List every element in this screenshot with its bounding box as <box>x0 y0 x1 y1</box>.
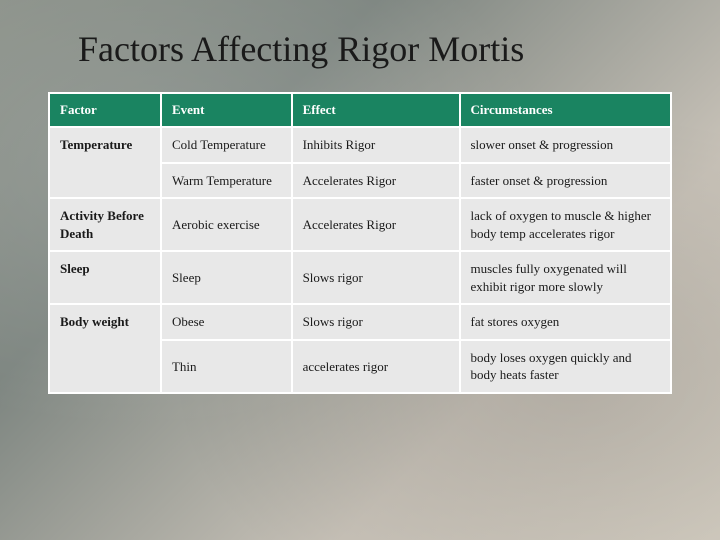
table-row: Temperature Cold Temperature Inhibits Ri… <box>49 127 671 163</box>
cell-effect: Slows rigor <box>292 304 460 340</box>
cell-effect: Accelerates Rigor <box>292 198 460 251</box>
cell-circ: fat stores oxygen <box>460 304 672 340</box>
cell-effect: Inhibits Rigor <box>292 127 460 163</box>
factors-table: Factor Event Effect Circumstances Temper… <box>48 92 672 394</box>
cell-effect: accelerates rigor <box>292 340 460 393</box>
cell-circ: muscles fully oxygenated will exhibit ri… <box>460 251 672 304</box>
cell-circ: lack of oxygen to muscle & higher body t… <box>460 198 672 251</box>
cell-event: Cold Temperature <box>161 127 292 163</box>
cell-circ: slower onset & progression <box>460 127 672 163</box>
cell-factor-sleep: Sleep <box>49 251 161 304</box>
cell-effect: Accelerates Rigor <box>292 163 460 199</box>
cell-circ: body loses oxygen quickly and body heats… <box>460 340 672 393</box>
header-factor: Factor <box>49 93 161 127</box>
cell-event: Sleep <box>161 251 292 304</box>
table-row: Sleep Sleep Slows rigor muscles fully ox… <box>49 251 671 304</box>
header-circumstances: Circumstances <box>460 93 672 127</box>
slide-title: Factors Affecting Rigor Mortis <box>48 28 672 70</box>
table-header-row: Factor Event Effect Circumstances <box>49 93 671 127</box>
header-effect: Effect <box>292 93 460 127</box>
cell-factor-activity: Activity Before Death <box>49 198 161 251</box>
cell-event: Aerobic exercise <box>161 198 292 251</box>
cell-factor-temperature: Temperature <box>49 127 161 198</box>
header-event: Event <box>161 93 292 127</box>
cell-event: Thin <box>161 340 292 393</box>
cell-event: Warm Temperature <box>161 163 292 199</box>
cell-effect: Slows rigor <box>292 251 460 304</box>
cell-factor-bodyweight: Body weight <box>49 304 161 393</box>
slide: Factors Affecting Rigor Mortis Factor Ev… <box>0 0 720 540</box>
cell-event: Obese <box>161 304 292 340</box>
table-row: Body weight Obese Slows rigor fat stores… <box>49 304 671 340</box>
cell-circ: faster onset & progression <box>460 163 672 199</box>
table-row: Activity Before Death Aerobic exercise A… <box>49 198 671 251</box>
